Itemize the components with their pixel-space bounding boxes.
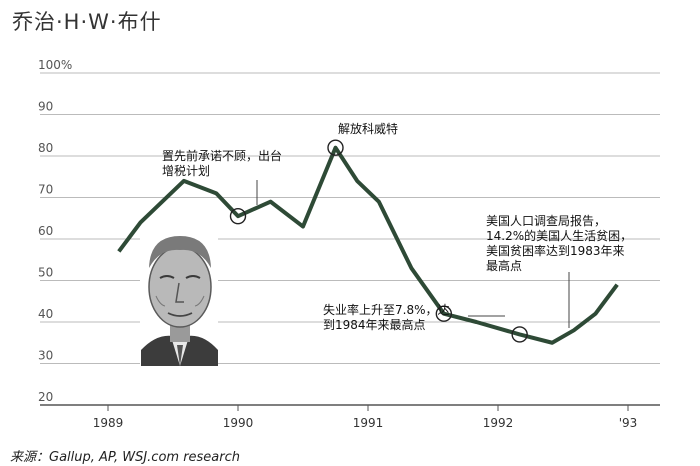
annotation-text: 增税计划: [162, 164, 210, 178]
annotation-text: 解放科威特: [338, 121, 398, 136]
x-tick-label: 1990: [223, 416, 254, 430]
y-tick-label: 20: [38, 390, 53, 404]
annotation-text: 美国贫困率达到1983年来: [486, 243, 625, 258]
annotation-marker: [511, 326, 528, 343]
annotation-marker: [435, 305, 453, 322]
chart-title: 乔治·H·W·布什: [12, 10, 162, 34]
y-tick-label: 90: [38, 100, 53, 114]
y-tick-label: 70: [38, 183, 53, 197]
annotation-text: 14.2%的美国人生活贫困，: [486, 228, 632, 243]
annotation-text: 到1984年来最高点: [323, 317, 426, 332]
y-tick-label: 40: [38, 307, 53, 321]
x-tick-label: 1989: [93, 416, 124, 430]
x-tick-label: '93: [619, 416, 638, 430]
annotation-text: 置先前承诺不顾，出台: [162, 148, 282, 163]
annotation-markers: [229, 139, 528, 343]
annotation-leader-lines: [256, 180, 570, 328]
y-axis-tick-labels: 100% 90 80 70 60 50 40 30 20: [38, 58, 72, 404]
annotation-text: 美国人口调查局报告，: [486, 213, 606, 228]
y-tick-label: 60: [38, 224, 53, 238]
x-tick-label: 1992: [483, 416, 514, 430]
y-tick-label: 50: [38, 266, 53, 280]
x-axis-tick-labels: 1989 1990 1991 1992 '93: [93, 405, 638, 430]
source-note: 来源：Gallup, AP, WSJ.com research: [10, 450, 241, 465]
y-tick-label: 80: [38, 141, 53, 155]
approval-rating-line: [117, 145, 619, 345]
x-tick-label: 1991: [353, 416, 384, 430]
annotation-marker: [327, 139, 344, 156]
george-hw-bush-portrait-icon: [140, 230, 218, 366]
annotation-marker: [229, 207, 247, 225]
y-tick-label: 100%: [38, 58, 72, 72]
annotation-text: 失业率上升至7.8%，达: [323, 302, 450, 317]
annotation-text: 最高点: [486, 258, 522, 273]
y-tick-label: 30: [38, 349, 53, 363]
